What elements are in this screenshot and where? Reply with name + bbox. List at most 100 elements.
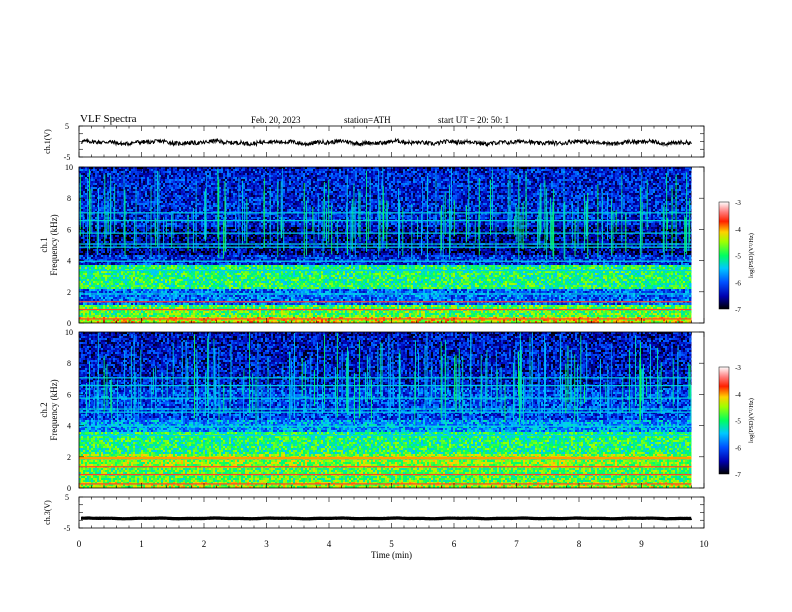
heatmap-cell [141, 265, 143, 267]
heatmap-cell [145, 199, 147, 201]
heatmap-cell [85, 283, 87, 285]
heatmap-cell [81, 315, 83, 317]
heatmap-cell [91, 237, 93, 239]
heatmap-cell [133, 187, 135, 189]
heatmap-cell [131, 241, 133, 243]
heatmap-cell [123, 313, 125, 315]
heatmap-cell [89, 251, 91, 253]
heatmap-cell [155, 289, 157, 291]
heatmap-cell [119, 265, 121, 267]
heatmap-cell [147, 263, 149, 265]
heatmap-cell [105, 283, 107, 285]
heatmap-cell [131, 179, 133, 181]
heatmap-cell [155, 265, 157, 267]
heatmap-cell [151, 275, 153, 277]
heatmap-cell [111, 171, 113, 173]
heatmap-cell [131, 173, 133, 175]
heatmap-cell [109, 311, 111, 313]
heatmap-cell [131, 209, 133, 211]
heatmap-cell [141, 299, 143, 301]
heatmap-cell [125, 307, 127, 309]
heatmap-cell [101, 287, 103, 289]
heatmap-cell [139, 303, 141, 305]
heatmap-cell [121, 241, 123, 243]
heatmap-cell [117, 175, 119, 177]
heatmap-cell [131, 207, 133, 209]
heatmap-cell [123, 273, 125, 275]
heatmap-cell [119, 273, 121, 275]
heatmap-cell [103, 271, 105, 273]
heatmap-cell [101, 251, 103, 253]
heatmap-cell [119, 193, 121, 195]
heatmap-cell [133, 299, 135, 301]
heatmap-cell [81, 187, 83, 189]
heatmap-cell [127, 209, 129, 211]
heatmap-cell [91, 299, 93, 301]
heatmap-cell [133, 253, 135, 255]
heatmap-cell [85, 183, 87, 185]
heatmap-cell [119, 239, 121, 241]
heatmap-cell [111, 169, 113, 171]
heatmap-cell [149, 277, 151, 279]
heatmap-cell [83, 177, 85, 179]
heatmap-cell [105, 177, 107, 179]
heatmap-cell [123, 305, 125, 307]
heatmap-cell [137, 183, 139, 185]
heatmap-cell [123, 277, 125, 279]
heatmap-cell [145, 263, 147, 265]
heatmap-cell [153, 239, 155, 241]
heatmap-cell [153, 279, 155, 281]
heatmap-cell [141, 201, 143, 203]
heatmap-cell [101, 177, 103, 179]
heatmap-cell [83, 287, 85, 289]
heatmap-cell [87, 299, 89, 301]
heatmap-cell [85, 225, 87, 227]
heatmap-cell [113, 291, 115, 293]
heatmap-cell [129, 181, 131, 183]
heatmap-cell [133, 303, 135, 305]
heatmap-cell [137, 241, 139, 243]
heatmap-cell [115, 249, 117, 251]
heatmap-cell [143, 169, 145, 171]
heatmap-cell [115, 267, 117, 269]
heatmap-cell [81, 205, 83, 207]
heatmap-cell [111, 239, 113, 241]
heatmap-cell [105, 191, 107, 193]
heatmap-cell [147, 229, 149, 231]
heatmap-cell [101, 305, 103, 307]
heatmap-cell [129, 279, 131, 281]
heatmap-cell [139, 169, 141, 171]
heatmap-cell [91, 181, 93, 183]
heatmap-cell [135, 255, 137, 257]
heatmap-cell [101, 181, 103, 183]
heatmap-cell [107, 289, 109, 291]
heatmap-cell [99, 297, 101, 299]
heatmap-cell [117, 241, 119, 243]
heatmap-cell [87, 313, 89, 315]
heatmap-cell [83, 279, 85, 281]
heatmap-cell [133, 183, 135, 185]
heatmap-cell [105, 287, 107, 289]
heatmap-cell [141, 189, 143, 191]
heatmap-cell [91, 303, 93, 305]
heatmap-cell [127, 171, 129, 173]
heatmap-cell [109, 313, 111, 315]
heatmap-cell [99, 205, 101, 207]
heatmap-cell [129, 313, 131, 315]
heatmap-cell [89, 285, 91, 287]
heatmap-cell [99, 199, 101, 201]
heatmap-cell [81, 177, 83, 179]
heatmap-cell [99, 189, 101, 191]
heatmap-cell [139, 189, 141, 191]
heatmap-cell [101, 299, 103, 301]
heatmap-cell [121, 197, 123, 199]
heatmap-cell [147, 295, 149, 297]
heatmap-cell [155, 271, 157, 273]
heatmap-cell [105, 271, 107, 273]
heatmap-cell [129, 191, 131, 193]
heatmap-cell [139, 207, 141, 209]
heatmap-cell [143, 281, 145, 283]
heatmap-cell [133, 271, 135, 273]
heatmap-cell [85, 207, 87, 209]
heatmap-cell [121, 225, 123, 227]
